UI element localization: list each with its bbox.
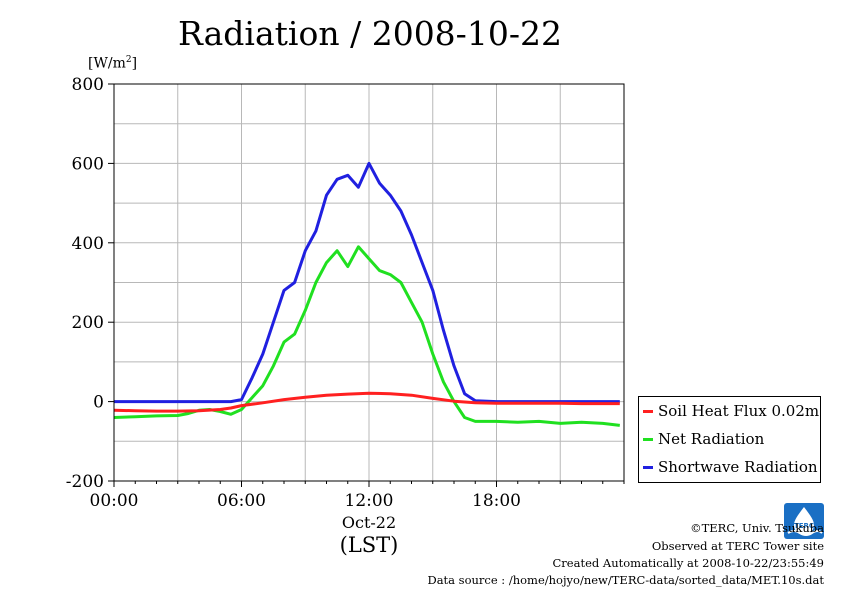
footer-created: Created Automatically at 2008-10-22/23:5… — [552, 556, 825, 570]
y-tick-label: 400 — [72, 234, 104, 254]
plot-border — [113, 83, 625, 482]
legend-label-shortwave-radiation: Shortwave Radiation — [658, 458, 818, 476]
y-axis-unit-exponent: 2 — [125, 55, 132, 65]
footer-copyright: ©TERC, Univ. Tsukuba — [690, 521, 824, 535]
x-tick-label: 00:00 — [90, 491, 139, 511]
legend-item-net-radiation: Net Radiation — [643, 429, 764, 449]
y-tick-label: 800 — [72, 75, 104, 95]
footer-source: Data source : /home/hojyo/new/TERC-data/… — [427, 573, 824, 587]
legend-label-soil-heat-flux: Soil Heat Flux 0.02m — [658, 402, 820, 420]
x-tick-label: 18:00 — [472, 491, 521, 511]
logo-text: TERC — [794, 522, 814, 530]
footer-observed: Observed at TERC Tower site — [651, 539, 824, 553]
legend-swatch-shortwave-radiation — [643, 465, 653, 469]
legend-item-shortwave-radiation: Shortwave Radiation — [643, 457, 818, 477]
y-tick-label: 0 — [93, 393, 104, 413]
legend-label-net-radiation: Net Radiation — [658, 430, 765, 448]
terc-logo-icon: TERC — [784, 503, 824, 539]
y-tick-label: -200 — [66, 472, 104, 492]
x-tick-label: 12:00 — [345, 491, 394, 511]
y-axis-unit-label: [W/m2] — [88, 55, 137, 72]
series-line-0 — [113, 391, 620, 413]
x-axis-date-label: Oct-22 — [342, 513, 396, 532]
x-axis-title: (LST) — [340, 533, 399, 557]
chart-title: Radiation / 2008-10-22 — [178, 14, 562, 53]
legend: Soil Heat Flux 0.02m Net Radiation Short… — [638, 396, 821, 483]
axis-ticks: -200 0 200 400 600 800 00:00 06:00 12:00 18:00 — [66, 75, 625, 511]
y-tick-label: 600 — [72, 154, 104, 174]
legend-item-soil-heat-flux: Soil Heat Flux 0.02m — [643, 401, 819, 421]
y-axis-unit-base: [W/m — [88, 55, 126, 72]
y-tick-label: 200 — [72, 313, 104, 333]
legend-swatch-net-radiation — [643, 437, 653, 441]
legend-swatch-soil-heat-flux — [643, 409, 653, 413]
x-tick-label: 06:00 — [217, 491, 266, 511]
series-line-2 — [114, 161, 620, 404]
series-lines — [113, 161, 620, 427]
y-axis-unit-end: ] — [131, 55, 138, 72]
